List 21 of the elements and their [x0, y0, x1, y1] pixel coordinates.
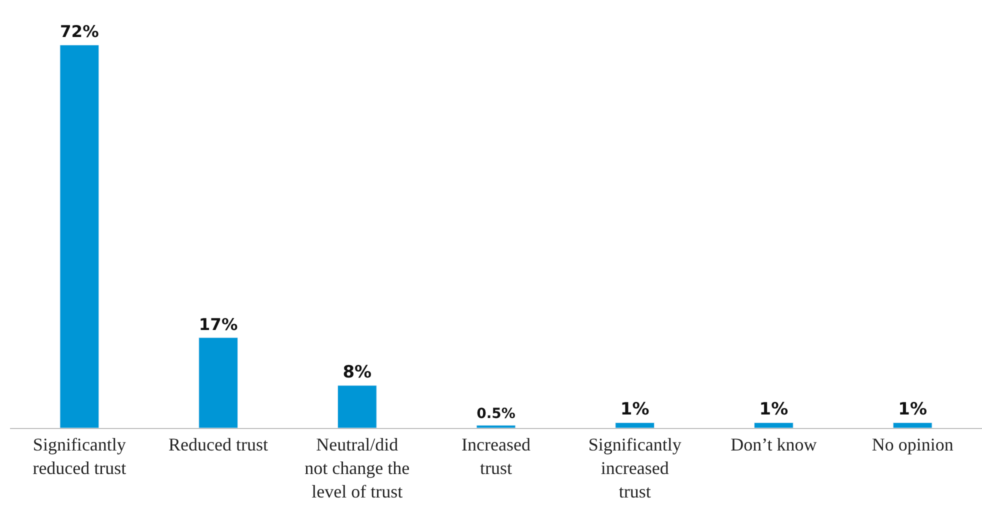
bar [198, 337, 238, 428]
x-tick-label: Increased trust [462, 434, 530, 478]
bar [892, 422, 932, 428]
data-label: 17% [198, 314, 238, 334]
data-label: 72% [60, 22, 99, 42]
bar [615, 422, 655, 428]
bar [476, 425, 516, 428]
data-label: 0.5% [476, 406, 516, 422]
x-tick-label: No opinion [872, 434, 954, 455]
x-tick-label: Neutral/did not change the level of trust [304, 434, 410, 502]
x-tick-label: Significantly increased trust [588, 434, 682, 502]
x-tick-label: Reduced trust [168, 434, 268, 455]
bar [337, 385, 377, 428]
bar [754, 422, 794, 428]
x-tick-label: Don’t know [730, 434, 817, 455]
data-label: 1% [898, 400, 928, 420]
data-label: 1% [620, 400, 650, 420]
x-tick-label: Significantly reduced trust [32, 434, 126, 478]
data-label: 8% [342, 362, 372, 382]
bar [60, 45, 100, 428]
data-label: 1% [759, 400, 788, 420]
